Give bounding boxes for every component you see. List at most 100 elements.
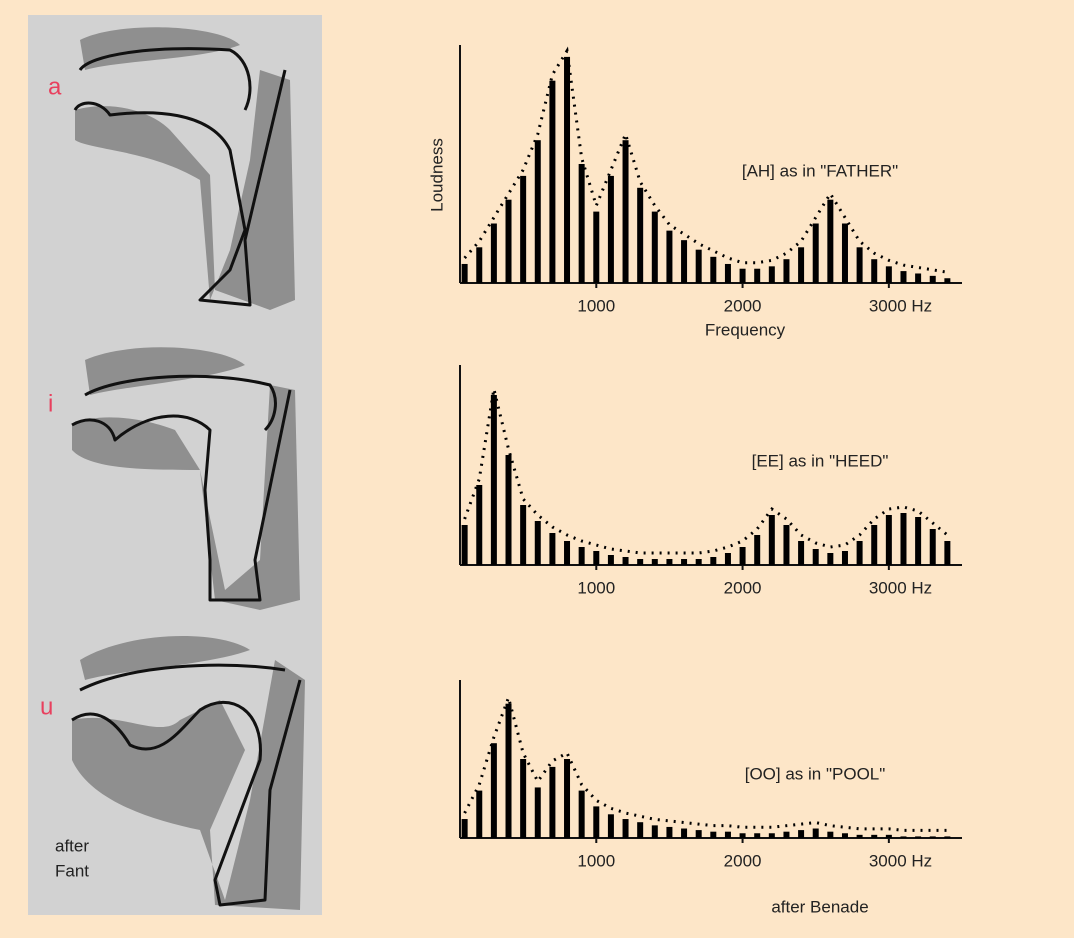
bar (681, 829, 687, 838)
bar (886, 515, 892, 565)
bar (915, 836, 921, 838)
bar (754, 269, 760, 283)
bar (798, 830, 804, 838)
bar (666, 231, 672, 283)
bar (506, 455, 512, 565)
bar (462, 819, 468, 838)
bar (827, 832, 833, 838)
bar (710, 257, 716, 283)
bar (944, 836, 950, 838)
bar (754, 535, 760, 565)
bar (930, 836, 936, 838)
bar (696, 250, 702, 283)
bar (915, 273, 921, 283)
bar (462, 264, 468, 283)
credit-right: after Benade (771, 897, 868, 916)
bar (579, 164, 585, 283)
bar (652, 212, 658, 283)
bar (900, 271, 906, 283)
bar (476, 791, 482, 838)
bar (930, 276, 936, 283)
bar (740, 269, 746, 283)
x-tick-label: 3000 Hz (869, 578, 932, 597)
bar (652, 825, 658, 838)
bar (593, 551, 599, 565)
bar (710, 832, 716, 838)
bar (769, 833, 775, 838)
bar (462, 525, 468, 565)
bar (813, 829, 819, 838)
x-tick-label: 3000 Hz (869, 851, 932, 870)
bar (857, 541, 863, 565)
bar (535, 140, 541, 283)
bar (666, 827, 672, 838)
bar (783, 259, 789, 283)
bar (608, 176, 614, 283)
vowel-label: a (48, 73, 62, 100)
bar (608, 814, 614, 838)
credit-left: Fant (55, 861, 89, 880)
bar (696, 559, 702, 565)
y-axis-label: Loudness (427, 138, 446, 212)
bar (535, 521, 541, 565)
vowel-label: u (40, 693, 53, 720)
bar (900, 513, 906, 565)
bar (520, 759, 526, 838)
bar (827, 553, 833, 565)
bar (491, 743, 497, 838)
figure: a i u after Fant after Benade 1000 2000 30… (0, 0, 1074, 938)
x-tick-label: 1000 (577, 851, 615, 870)
bar (681, 559, 687, 565)
bar (827, 200, 833, 283)
x-tick-label: 2000 (724, 851, 762, 870)
credit-left: after (55, 836, 89, 855)
bar (506, 704, 512, 838)
bar (564, 57, 570, 283)
bar (857, 835, 863, 838)
bar (608, 555, 614, 565)
bar (871, 525, 877, 565)
bar (666, 559, 672, 565)
bar (476, 247, 482, 283)
bar (549, 533, 555, 565)
bar (915, 517, 921, 565)
bar (652, 559, 658, 565)
bar (549, 81, 555, 283)
bar (769, 266, 775, 283)
x-tick-label: 2000 (724, 296, 762, 315)
vowel-label: i (48, 390, 53, 417)
bar (520, 176, 526, 283)
bar (637, 559, 643, 565)
bar (798, 541, 804, 565)
bar (637, 822, 643, 838)
bar (725, 553, 731, 565)
bar (593, 806, 599, 838)
bar (696, 830, 702, 838)
bar (476, 485, 482, 565)
bar (579, 791, 585, 838)
bar (813, 549, 819, 565)
bar (564, 541, 570, 565)
bar (725, 264, 731, 283)
bar (900, 836, 906, 838)
x-tick-label: 1000 (577, 578, 615, 597)
bar (564, 759, 570, 838)
x-axis-label: Frequency (705, 320, 786, 339)
bar (710, 557, 716, 565)
bar (886, 266, 892, 283)
bar (930, 529, 936, 565)
annotation: [EE] as in "HEED" (752, 451, 889, 470)
bar (535, 787, 541, 838)
bar (623, 140, 629, 283)
annotation: [AH] as in "FATHER" (742, 161, 898, 180)
bar (813, 224, 819, 284)
x-tick-label: 2000 (724, 578, 762, 597)
bar (944, 278, 950, 283)
bar (740, 547, 746, 565)
bar (740, 833, 746, 838)
bar (623, 557, 629, 565)
bar (491, 224, 497, 284)
bar (769, 515, 775, 565)
bar (681, 240, 687, 283)
bar (593, 212, 599, 283)
